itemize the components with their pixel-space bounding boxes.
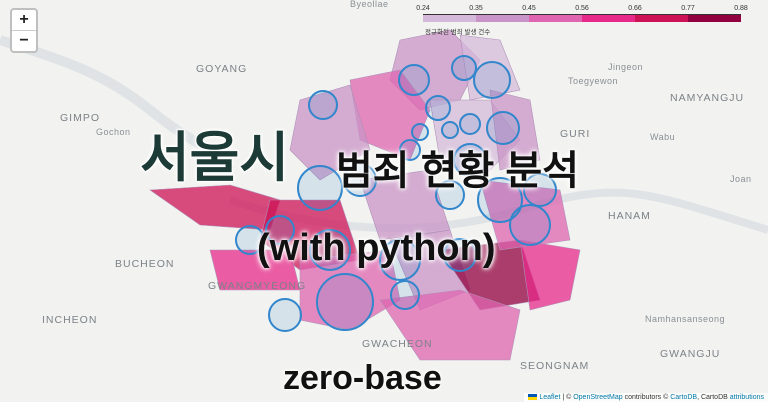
- crime-circle-marker[interactable]: [309, 229, 351, 271]
- zoom-control: + −: [10, 8, 38, 53]
- crime-circle-marker[interactable]: [477, 177, 523, 223]
- place-label: BUCHEON: [115, 258, 175, 270]
- legend-tick: 0.35: [469, 5, 483, 12]
- crime-circle-marker[interactable]: [379, 239, 421, 281]
- place-label: Namhansanseong: [645, 314, 726, 324]
- place-label: Wabu: [650, 132, 676, 142]
- legend-tick: 0.24: [416, 5, 430, 12]
- place-label: GWACHEON: [362, 338, 433, 350]
- legend-tick: 0.45: [522, 5, 536, 12]
- osm-link[interactable]: OpenStreetMap: [573, 394, 623, 401]
- place-label: Toegyewon: [568, 76, 619, 86]
- carto-link[interactable]: CartoDB: [670, 394, 698, 401]
- place-label: Jingeon: [608, 62, 644, 72]
- title-sub: 범죄 현황 분석: [336, 149, 580, 193]
- zoom-in-button[interactable]: +: [19, 11, 29, 28]
- place-label: GWANGJU: [660, 348, 721, 360]
- crime-circle-marker[interactable]: [411, 123, 429, 141]
- legend-swatch: [635, 15, 688, 22]
- crime-circle-marker[interactable]: [308, 90, 338, 120]
- crime-circle-marker[interactable]: [390, 280, 420, 310]
- zoom-out-button[interactable]: −: [12, 30, 36, 51]
- district-polygons: [149, 29, 581, 361]
- crime-circle-marker[interactable]: [473, 61, 511, 99]
- crime-circle-marker[interactable]: [509, 204, 551, 246]
- district-polygon[interactable]: [379, 289, 521, 361]
- color-legend: 0.24 0.35 0.45 0.56 0.66 0.77 0.88 정규화된 범죄 발생 …: [416, 5, 748, 36]
- district-polygon[interactable]: [359, 169, 451, 241]
- crime-circles: [235, 55, 557, 332]
- crime-circle-marker[interactable]: [443, 238, 477, 272]
- attr-text: contributors ©: [622, 394, 671, 401]
- crime-circle-marker[interactable]: [316, 273, 374, 331]
- map-attribution: Leaflet | © OpenStreetMap contributors ©…: [524, 393, 768, 402]
- district-polygon[interactable]: [519, 239, 581, 311]
- crime-circle-marker[interactable]: [399, 139, 421, 161]
- title-main: 서울시: [139, 127, 290, 189]
- brand-text: zero-base: [283, 359, 442, 397]
- title-lang: (with python): [257, 227, 496, 269]
- leaflet-link[interactable]: Leaflet: [539, 394, 561, 401]
- crime-circle-marker[interactable]: [453, 143, 487, 177]
- attr-text: | ©: [560, 394, 574, 401]
- crime-circle-marker[interactable]: [235, 225, 265, 255]
- legend-tick: 0.56: [575, 5, 589, 12]
- crime-circle-marker[interactable]: [398, 64, 430, 96]
- place-label: HANAM: [608, 210, 651, 222]
- crime-circle-marker[interactable]: [451, 55, 477, 81]
- place-label: Byeollae: [350, 0, 389, 9]
- district-polygon[interactable]: [479, 179, 571, 251]
- crime-circle-marker[interactable]: [265, 215, 295, 245]
- crime-circle-marker[interactable]: [343, 163, 377, 197]
- legend-tick: 0.77: [681, 5, 695, 12]
- crime-circle-marker[interactable]: [297, 165, 343, 211]
- place-label: GIMPO: [60, 112, 101, 124]
- ukraine-flag-icon: [528, 394, 538, 401]
- place-label: Gochon: [96, 127, 131, 137]
- crime-circle-marker[interactable]: [441, 121, 459, 139]
- legend-caption: 정규화된 범죄 발생 건수: [425, 29, 491, 36]
- place-label: INCHEON: [42, 314, 98, 326]
- legend-swatch: [476, 15, 529, 22]
- legend-swatch: [582, 15, 635, 22]
- crime-circle-marker[interactable]: [486, 111, 520, 145]
- legend-swatch: [529, 15, 582, 22]
- place-label: GURI: [560, 128, 591, 140]
- attributions-link[interactable]: attributions: [729, 394, 764, 401]
- legend-tick: 0.88: [734, 5, 748, 12]
- legend-tick: 0.66: [628, 5, 642, 12]
- crime-circle-marker[interactable]: [523, 173, 557, 207]
- crime-circle-marker[interactable]: [425, 95, 451, 121]
- place-label: SEONGNAM: [520, 360, 590, 372]
- legend-swatch: [688, 15, 741, 22]
- crime-circle-marker[interactable]: [435, 180, 465, 210]
- attr-text: , CartoDB: [697, 394, 730, 401]
- place-label: NAMYANGJU: [670, 92, 745, 104]
- district-polygon[interactable]: [149, 184, 281, 231]
- crime-circle-marker[interactable]: [268, 298, 302, 332]
- place-label: Joan: [730, 174, 752, 184]
- place-label: GOYANG: [196, 63, 248, 75]
- place-label: GWANGMYEONG: [208, 280, 307, 292]
- crime-circle-marker[interactable]: [459, 113, 481, 135]
- legend-swatch: [423, 15, 476, 22]
